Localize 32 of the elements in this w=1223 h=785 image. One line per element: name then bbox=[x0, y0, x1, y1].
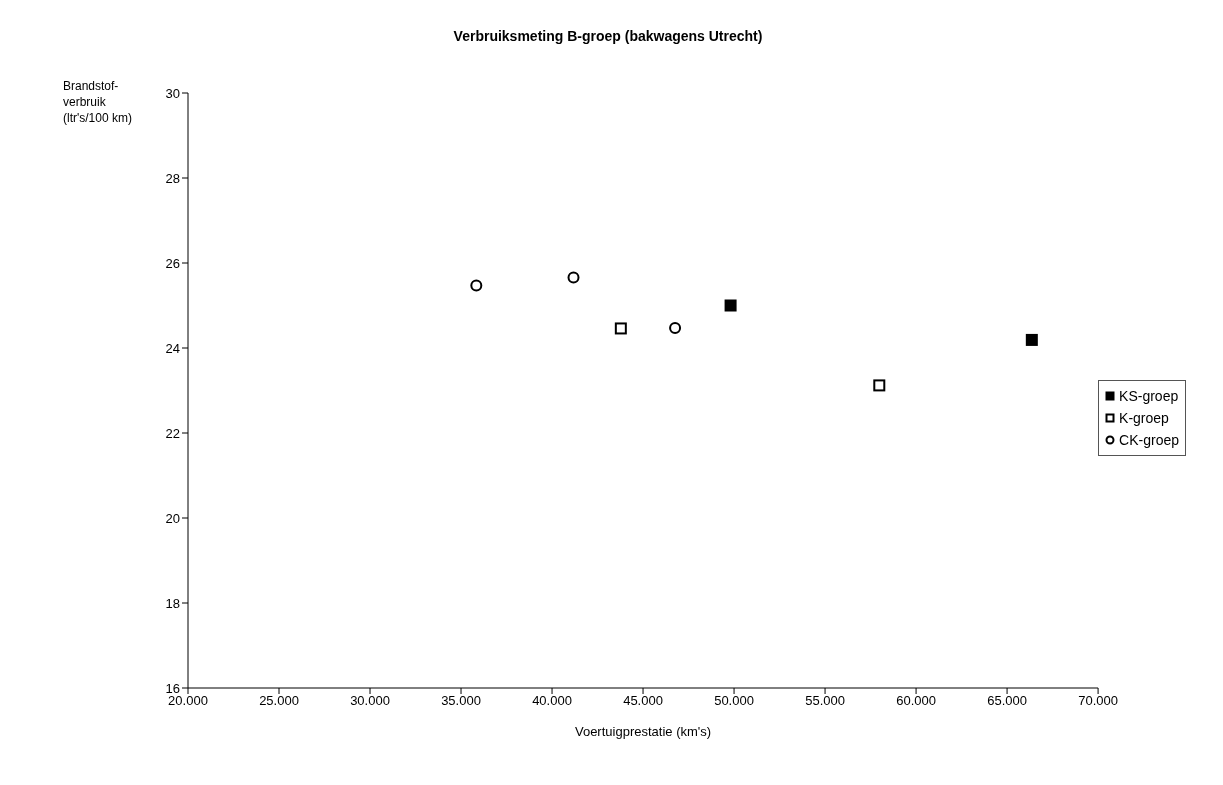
point bbox=[873, 379, 886, 392]
x-tick-label: 30.000 bbox=[350, 693, 390, 709]
point bbox=[724, 299, 737, 312]
point bbox=[1025, 333, 1038, 346]
x-tick-label: 60.000 bbox=[896, 693, 936, 709]
x-tick-label: 20.000 bbox=[168, 693, 208, 709]
point bbox=[614, 322, 627, 335]
y-tick-label: 24 bbox=[165, 340, 180, 356]
x-tick-label: 40.000 bbox=[532, 693, 572, 709]
x-tick-label: 70.000 bbox=[1078, 693, 1118, 709]
y-tick-label: 28 bbox=[165, 170, 180, 186]
x-tick-label: 50.000 bbox=[714, 693, 754, 709]
y-axis-title: Brandstof- verbruik (ltr's/100 km) bbox=[63, 78, 132, 126]
x-tick-label: 35.000 bbox=[441, 693, 481, 709]
y-tick-label: 30 bbox=[165, 85, 180, 101]
y-tick-label: 26 bbox=[165, 255, 180, 271]
legend-label: KS-groep bbox=[1119, 387, 1179, 406]
y-tick-label: 20 bbox=[165, 510, 180, 526]
x-axis-title: Voertuigprestatie (km's) bbox=[574, 724, 712, 739]
chart-title: Verbruiksmeting B-groep (bakwagens Utrecht) bbox=[452, 28, 764, 44]
point bbox=[669, 322, 682, 335]
x-tick-label: 25.000 bbox=[259, 693, 299, 709]
x-tick-label: 45.000 bbox=[623, 693, 663, 709]
point bbox=[470, 279, 483, 292]
x-tick-label: 65.000 bbox=[987, 693, 1027, 709]
y-tick-label: 18 bbox=[165, 595, 180, 611]
legend-label: K-groep bbox=[1119, 409, 1169, 428]
y-tick-label: 16 bbox=[165, 680, 180, 696]
point bbox=[567, 271, 580, 284]
x-tick-label: 55.000 bbox=[805, 693, 845, 709]
y-tick-label: 22 bbox=[165, 425, 180, 441]
legend-label: CK-groep bbox=[1119, 431, 1179, 450]
